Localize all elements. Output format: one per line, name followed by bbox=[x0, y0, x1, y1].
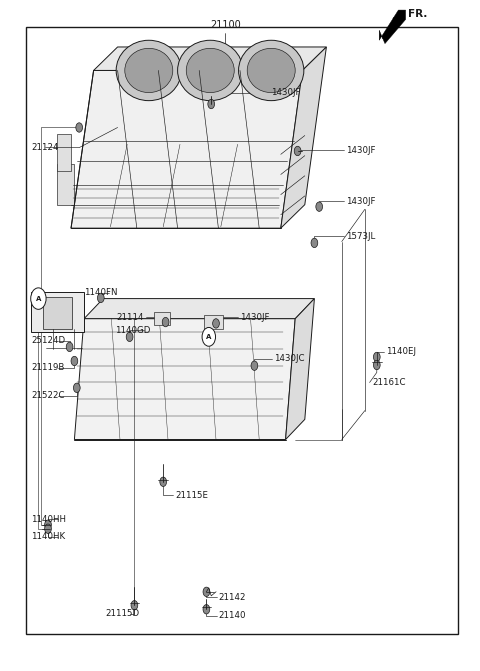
Text: 25124D: 25124D bbox=[31, 336, 65, 346]
Polygon shape bbox=[71, 70, 302, 228]
Ellipse shape bbox=[186, 48, 234, 93]
Circle shape bbox=[162, 317, 169, 327]
Text: 1140FN: 1140FN bbox=[84, 288, 118, 297]
Polygon shape bbox=[94, 47, 326, 70]
Ellipse shape bbox=[178, 40, 243, 101]
Text: 1430JF: 1430JF bbox=[346, 146, 375, 155]
Text: FR.: FR. bbox=[408, 9, 427, 19]
Circle shape bbox=[31, 288, 46, 309]
Text: 1430JF: 1430JF bbox=[240, 313, 269, 322]
Circle shape bbox=[294, 146, 301, 156]
Text: 1140HH: 1140HH bbox=[31, 515, 66, 524]
Ellipse shape bbox=[247, 48, 295, 93]
Circle shape bbox=[126, 332, 133, 342]
Text: 21161C: 21161C bbox=[372, 378, 406, 387]
Text: 1140GD: 1140GD bbox=[115, 325, 151, 335]
Ellipse shape bbox=[116, 40, 181, 101]
Text: 21115E: 21115E bbox=[175, 491, 208, 500]
Text: A: A bbox=[206, 334, 212, 340]
Text: 1430JC: 1430JC bbox=[274, 354, 304, 364]
Circle shape bbox=[160, 477, 167, 486]
Circle shape bbox=[373, 360, 380, 370]
Text: 21115D: 21115D bbox=[106, 609, 140, 619]
Polygon shape bbox=[281, 47, 326, 228]
Ellipse shape bbox=[125, 48, 173, 93]
Ellipse shape bbox=[239, 40, 304, 101]
Polygon shape bbox=[286, 299, 314, 440]
Text: 21119B: 21119B bbox=[31, 363, 65, 372]
Text: 21100: 21100 bbox=[210, 20, 241, 30]
Text: 21142: 21142 bbox=[218, 592, 246, 602]
Circle shape bbox=[202, 327, 216, 346]
Circle shape bbox=[373, 352, 380, 362]
Circle shape bbox=[251, 361, 258, 370]
Circle shape bbox=[45, 524, 51, 533]
Circle shape bbox=[213, 319, 219, 328]
Circle shape bbox=[203, 605, 210, 614]
Polygon shape bbox=[74, 319, 295, 440]
Text: 21114: 21114 bbox=[117, 313, 144, 322]
Text: 1140HK: 1140HK bbox=[31, 532, 65, 541]
Polygon shape bbox=[57, 164, 74, 205]
Circle shape bbox=[66, 342, 73, 352]
Text: 21124: 21124 bbox=[31, 143, 59, 152]
Polygon shape bbox=[57, 134, 71, 171]
Circle shape bbox=[311, 238, 318, 248]
Text: 1140EJ: 1140EJ bbox=[386, 347, 417, 356]
Polygon shape bbox=[379, 10, 406, 44]
Circle shape bbox=[208, 99, 215, 109]
Circle shape bbox=[73, 383, 80, 393]
Polygon shape bbox=[154, 312, 170, 325]
Bar bbox=[43, 297, 72, 329]
Polygon shape bbox=[31, 292, 84, 332]
Text: 21522C: 21522C bbox=[31, 391, 65, 401]
Polygon shape bbox=[204, 315, 223, 329]
Text: 1430JF: 1430JF bbox=[271, 88, 300, 97]
Text: 1573JL: 1573JL bbox=[346, 231, 375, 241]
Circle shape bbox=[97, 293, 104, 303]
Circle shape bbox=[203, 587, 210, 597]
Circle shape bbox=[131, 601, 138, 610]
Text: 21140: 21140 bbox=[218, 611, 246, 621]
Text: 1430JF: 1430JF bbox=[346, 197, 375, 206]
Circle shape bbox=[71, 356, 78, 366]
Circle shape bbox=[316, 202, 323, 211]
Circle shape bbox=[45, 520, 51, 529]
Text: A: A bbox=[36, 296, 41, 301]
Polygon shape bbox=[84, 299, 314, 319]
Circle shape bbox=[76, 123, 83, 132]
